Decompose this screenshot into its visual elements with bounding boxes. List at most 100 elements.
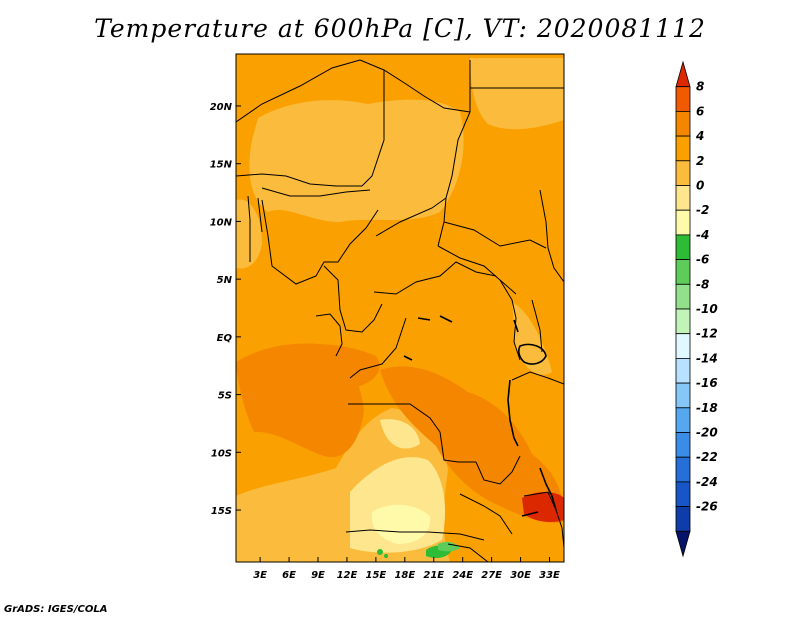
footer-credit: GrADS: IGES/COLA	[4, 604, 108, 615]
colorbar-label: 0	[696, 179, 704, 193]
border-tanzania	[511, 371, 564, 385]
border-chad-sudan	[437, 111, 471, 247]
border-benin-togo	[247, 195, 263, 262]
border-drc-uganda	[499, 279, 521, 361]
colorbar-swatch	[675, 357, 691, 384]
colorbar-label: -20	[696, 426, 718, 440]
lon-tick-label: 6E	[282, 570, 296, 581]
colorbar-swatch	[675, 308, 691, 335]
border-angola-namibia	[345, 529, 485, 541]
border-gabon	[315, 313, 343, 357]
border-kenya-uganda	[531, 299, 543, 353]
lake-malawi	[539, 467, 557, 511]
colorbar-swatch	[675, 135, 691, 162]
colorbar-swatch	[675, 382, 691, 409]
border-sudan-southsudan	[443, 221, 547, 249]
lon-tick-label: 9E	[311, 570, 325, 581]
field-0-2-sahara	[249, 99, 464, 222]
colorbar-swatch	[675, 111, 691, 137]
lat-tick-label: 5N	[217, 275, 233, 286]
lon-tick-label: 30E	[510, 570, 531, 581]
colorbar-swatch	[675, 506, 691, 532]
colorbar-label: 4	[695, 129, 704, 143]
border-niger-chad	[361, 70, 385, 187]
lat-tick-label: 20N	[210, 102, 233, 113]
longitude-axis: 3E 6E 9E 12E 15E 18E 21E 24E 27E 30E 33E	[253, 557, 560, 581]
country-borders	[236, 59, 564, 562]
border-congo-drc	[349, 317, 407, 379]
lon-tick-label: 24E	[452, 570, 473, 581]
colorbar-label: -16	[696, 376, 718, 390]
border-cameroon	[323, 265, 383, 333]
lon-tick-label: 15E	[366, 570, 387, 581]
colorbar-swatch	[675, 481, 691, 507]
colorbar-swatch	[675, 86, 691, 112]
border-zambia-zimbabwe	[459, 493, 513, 535]
lake-victoria	[518, 343, 547, 365]
border-botswana	[447, 543, 489, 562]
colorbar-swatch	[675, 185, 691, 211]
colorbar-swatch	[675, 283, 691, 310]
colorbar-swatch	[675, 209, 691, 236]
colorbar-swatch	[675, 432, 691, 458]
map-frame	[235, 53, 565, 563]
colorbar-label: -4	[696, 228, 709, 242]
colorbar-swatch	[675, 234, 691, 260]
lon-tick-label: 3E	[253, 570, 267, 581]
lake-kariba	[521, 511, 539, 517]
colorbar-label: -6	[696, 253, 709, 267]
field-0-2-west	[236, 199, 262, 269]
colorbar-swatch	[675, 456, 691, 483]
border-mali-niger	[236, 173, 362, 187]
field-0-2-east-lakes	[512, 302, 552, 375]
border-car	[373, 261, 497, 295]
border-angola-zambia	[439, 431, 476, 463]
lat-tick-label: 5S	[218, 391, 232, 402]
colorbar-swatch	[675, 407, 691, 433]
border-nigeria	[261, 199, 379, 285]
river-congo-dashes	[403, 315, 453, 361]
lat-tick-label: 10N	[210, 217, 233, 228]
colorbar-label: 6	[696, 104, 704, 118]
lakes	[403, 315, 557, 517]
field-4-6-congo	[380, 366, 564, 523]
colorbar-label: -18	[696, 401, 718, 415]
lon-tick-label: 12E	[337, 570, 358, 581]
field-neg4-neg2	[371, 504, 431, 544]
lake-tanganyika	[507, 379, 519, 447]
lat-tick-label: EQ	[217, 333, 233, 344]
lat-tick-label: 10S	[211, 448, 232, 459]
border-algeria-niger	[236, 59, 361, 123]
colorbar-swatch	[675, 160, 691, 186]
lon-tick-label: 33E	[539, 570, 560, 581]
colorbar-label: 2	[696, 154, 704, 168]
field-neg2-0-angola	[380, 419, 420, 449]
colorbar-label: -26	[696, 500, 718, 514]
border-nigeria-niger	[261, 187, 371, 197]
lake-albert	[513, 319, 519, 333]
colorbar-swatch	[675, 259, 691, 285]
colorbar: 8 6 4 2 0 -2 -4 -6 -8 -10 -12 -14 -16 -18 -20 -22 -24 -26	[675, 60, 718, 558]
lon-tick-label: 21E	[423, 570, 444, 581]
border-algeria-libya	[359, 59, 471, 113]
colorbar-label: -8	[696, 277, 709, 291]
colorbar-label: -2	[696, 203, 709, 217]
lat-tick-label: 15N	[210, 160, 233, 171]
chart-title: Temperature at 600hPa [C], VT: 202008111…	[94, 14, 706, 43]
colorbar-label: 8	[696, 80, 704, 94]
field-green-d	[384, 554, 388, 558]
border-southsudan-ethiopia	[539, 189, 564, 283]
colorbar-label: -14	[696, 351, 718, 365]
field-4-6-band	[290, 344, 380, 388]
border-car-sudan	[437, 245, 517, 295]
border-zambia	[475, 455, 521, 485]
colorbar-label: -24	[696, 475, 718, 489]
temperature-fill	[236, 54, 564, 562]
border-chad-car	[375, 197, 447, 237]
colorbar-swatch	[675, 530, 691, 558]
colorbar-swatch	[675, 60, 691, 88]
lon-tick-label: 27E	[481, 570, 502, 581]
border-angola-drc	[348, 403, 441, 433]
colorbar-label: -10	[696, 302, 718, 316]
